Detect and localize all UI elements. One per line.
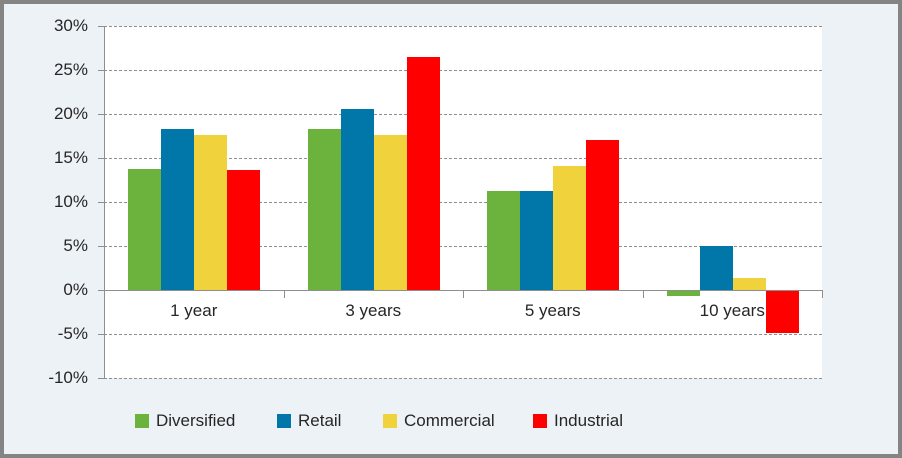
gridline bbox=[104, 246, 822, 247]
y-axis-tick bbox=[98, 114, 104, 115]
legend-swatch-icon bbox=[135, 414, 149, 428]
y-axis-tick bbox=[98, 378, 104, 379]
legend-item-label: Industrial bbox=[554, 411, 623, 430]
x-axis-tick bbox=[463, 290, 464, 298]
y-axis-label: 10% bbox=[53, 192, 88, 211]
y-axis-tick bbox=[98, 158, 104, 159]
bar-retail-10-years bbox=[699, 246, 733, 290]
bar-industrial-5-years bbox=[586, 140, 619, 290]
gridline bbox=[104, 114, 822, 115]
category-label: 1 year bbox=[170, 301, 218, 320]
y-axis-label: 20% bbox=[53, 104, 88, 123]
legend-swatch-icon bbox=[277, 414, 291, 428]
y-axis-label: -10% bbox=[48, 368, 88, 387]
gridline bbox=[104, 158, 822, 159]
bar-industrial-3-years bbox=[406, 56, 440, 290]
legend-item-label: Retail bbox=[298, 411, 342, 430]
y-axis-label: 5% bbox=[63, 236, 88, 255]
gridline bbox=[104, 378, 822, 379]
category-label: 3 years bbox=[345, 301, 402, 320]
legend-item-commercial: Commercial bbox=[383, 411, 495, 431]
bar-commercial-5-years bbox=[553, 165, 586, 290]
y-axis-label: -5% bbox=[57, 324, 88, 343]
y-axis-tick bbox=[98, 70, 104, 71]
x-axis-tick bbox=[283, 290, 285, 298]
legend-item-retail: Retail bbox=[277, 411, 341, 431]
legend-item-label: Commercial bbox=[404, 411, 495, 430]
bar-commercial-10-years bbox=[732, 277, 766, 290]
legend-item-label: Diversified bbox=[156, 411, 236, 430]
legend-item-diversified: Diversified bbox=[135, 411, 235, 431]
x-axis-tick bbox=[642, 290, 644, 298]
y-axis-tick bbox=[98, 334, 104, 335]
bar-diversified-10-years bbox=[666, 291, 700, 297]
bar-retail-1-year bbox=[161, 128, 194, 290]
y-axis-tick bbox=[98, 290, 104, 291]
gridline bbox=[104, 70, 822, 71]
y-axis-label: 15% bbox=[53, 148, 88, 167]
y-axis-label: 25% bbox=[53, 60, 88, 79]
bar-diversified-3-years bbox=[307, 128, 341, 290]
category-label: 10 years bbox=[699, 301, 765, 320]
y-axis-line bbox=[104, 26, 105, 378]
y-axis-tick bbox=[98, 202, 104, 203]
x-axis-tick bbox=[822, 290, 823, 298]
legend-swatch-icon bbox=[383, 414, 397, 428]
y-axis-label: 0% bbox=[63, 280, 88, 299]
bar-diversified-1-year bbox=[128, 169, 161, 290]
bar-diversified-5-years bbox=[487, 190, 520, 290]
gridline bbox=[104, 26, 822, 27]
y-axis-tick bbox=[98, 246, 104, 247]
legend-swatch-icon bbox=[533, 414, 547, 428]
bar-commercial-3-years bbox=[373, 135, 407, 290]
chart-canvas: 30% 25% 20% 15% 10% 5% 0% -5% -10% 1 year 3 years 5… bbox=[4, 4, 898, 454]
bar-retail-5-years bbox=[520, 191, 553, 290]
bar-commercial-1-year bbox=[194, 135, 227, 290]
bar-retail-3-years bbox=[340, 108, 374, 290]
legend-item-industrial: Industrial bbox=[533, 411, 623, 431]
gridline bbox=[104, 202, 822, 203]
bar-industrial-1-year bbox=[227, 170, 260, 290]
category-label: 5 years bbox=[524, 301, 581, 320]
y-axis-label: 30% bbox=[53, 16, 88, 35]
y-axis-tick bbox=[98, 26, 104, 27]
gridline bbox=[104, 334, 822, 335]
bar-industrial-10-years bbox=[765, 291, 799, 334]
